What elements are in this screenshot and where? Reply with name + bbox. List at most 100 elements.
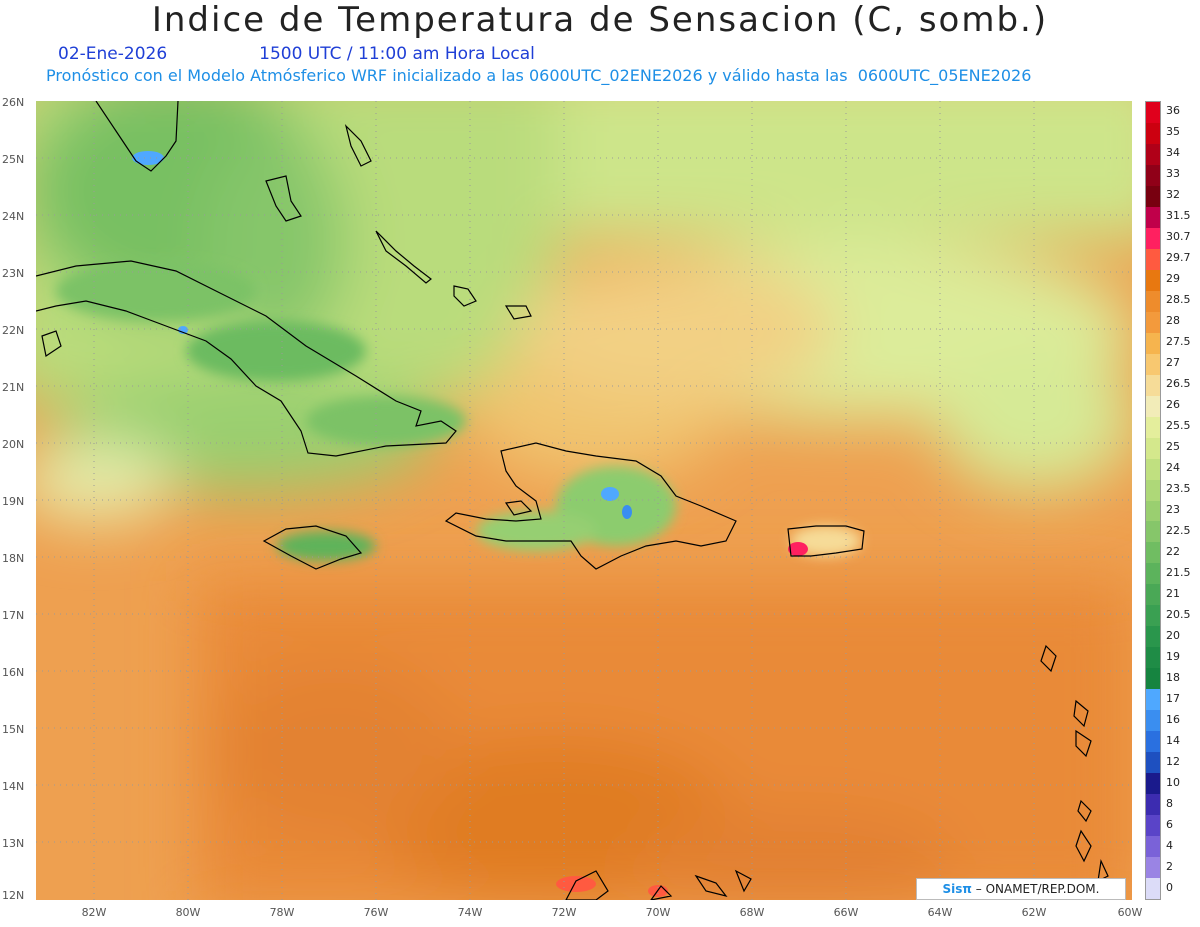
forecast-date-line: 02-Ene-2026 1500 UTC / 11:00 am Hora Loca… — [58, 44, 535, 64]
colorbar-label: 29.7 — [1166, 251, 1191, 265]
colorbar-label: 29 — [1166, 272, 1180, 286]
colorbar-label: 12 — [1166, 754, 1180, 768]
colorbar-segment — [1146, 584, 1160, 606]
coastline-lesser-antilles — [1040, 644, 1109, 883]
colorbar-label: 2 — [1166, 859, 1173, 873]
colorbar-label: 23 — [1166, 502, 1180, 516]
colorbar-segment — [1146, 122, 1160, 145]
colorbar-segment — [1146, 647, 1160, 669]
colorbar-label: 28 — [1166, 314, 1180, 328]
colorbar-label: 20.5 — [1166, 607, 1191, 621]
colorbar-segment — [1146, 395, 1160, 418]
colorbar-label: 36 — [1166, 104, 1180, 118]
lon-tick-68w: 68W — [739, 906, 765, 919]
colorbar-segment — [1146, 542, 1160, 564]
colorbar-label: 14 — [1166, 733, 1180, 747]
colorbar-label: 18 — [1166, 670, 1180, 684]
colorbar-segment — [1146, 689, 1160, 711]
colorbar-segment — [1146, 857, 1160, 879]
lat-tick-20n: 20N — [2, 438, 25, 451]
colorbar-label: 26 — [1166, 398, 1180, 412]
colorbar-segment — [1146, 143, 1160, 166]
colorbar-segment — [1146, 710, 1160, 732]
colorbar-label: 28.5 — [1166, 293, 1191, 307]
lon-tick-78w: 78W — [269, 906, 295, 919]
colorbar-segment — [1146, 458, 1160, 481]
lon-tick-64w: 64W — [927, 906, 953, 919]
coastline-turks — [504, 305, 532, 320]
model-subtitle: Pronóstico con el Modelo Atmósferico WRF… — [46, 66, 1032, 85]
colorbar-segment — [1146, 794, 1160, 816]
lat-tick-13n: 13N — [2, 837, 25, 850]
lat-tick-22n: 22N — [2, 324, 25, 337]
lon-tick-76w: 76W — [363, 906, 389, 919]
forecast-date: 02-Ene-2026 — [58, 44, 168, 64]
coastline-venezuela-north — [565, 869, 752, 900]
colorbar-segment — [1146, 290, 1160, 313]
colorbar-label: 20 — [1166, 628, 1180, 642]
colorbar-segment — [1146, 605, 1160, 627]
lon-tick-62w: 62W — [1021, 906, 1047, 919]
lat-tick-26n: 26N — [2, 96, 25, 109]
lat-tick-23n: 23N — [2, 267, 25, 280]
colorbar-label: 22 — [1166, 544, 1180, 558]
colorbar-label: 25 — [1166, 440, 1180, 454]
lat-tick-19n: 19N — [2, 495, 25, 508]
colorbar-label: 25.5 — [1166, 419, 1191, 433]
colorbar-segment — [1146, 102, 1160, 124]
colorbar-segment — [1146, 479, 1160, 501]
colorbar-segment — [1146, 332, 1160, 355]
coastline-tortuga — [504, 500, 533, 516]
colorbar-segment — [1146, 227, 1160, 250]
colorbar-label: 21.5 — [1166, 565, 1191, 579]
colorbar-label: 32 — [1166, 188, 1180, 202]
colorbar-segment — [1146, 731, 1160, 753]
credit-brand: Sisπ — [942, 882, 972, 896]
colorbar-segment — [1146, 836, 1160, 858]
lat-tick-18n: 18N — [2, 552, 25, 565]
colorbar-label: 17 — [1166, 691, 1180, 705]
colorbar-segment — [1146, 500, 1160, 522]
colorbar-segment — [1146, 185, 1160, 208]
colorbar-label: 27.5 — [1166, 335, 1191, 349]
colorbar-label: 35 — [1166, 125, 1180, 139]
colorbar-label: 26.5 — [1166, 377, 1191, 391]
lat-tick-24n: 24N — [2, 210, 25, 223]
lat-tick-25n: 25N — [2, 153, 25, 166]
credit-box: Sisπ – ONAMET/REP.DOM. — [916, 878, 1126, 900]
colorbar-segment — [1146, 668, 1160, 690]
colorbar-label: 34 — [1166, 146, 1180, 160]
colorbar-segment — [1146, 773, 1160, 795]
colorbar-label: 31.5 — [1166, 209, 1191, 223]
colorbar-segment — [1146, 416, 1160, 439]
colorbar-segment — [1146, 437, 1160, 460]
lat-tick-12n: 12N — [2, 889, 25, 902]
coastline-jamaica — [262, 525, 363, 570]
colorbar-segment — [1146, 815, 1160, 837]
lon-tick-66w: 66W — [833, 906, 859, 919]
colorbar-label: 22.5 — [1166, 523, 1191, 537]
colorbar-segment — [1146, 269, 1160, 292]
lon-tick-82w: 82W — [81, 906, 107, 919]
colorbar-segment — [1146, 311, 1160, 334]
lon-tick-72w: 72W — [551, 906, 577, 919]
lat-tick-14n: 14N — [2, 780, 25, 793]
land-cool-areas — [56, 261, 861, 561]
colorbar-label: 0 — [1166, 880, 1173, 894]
heat-index-map — [36, 101, 1132, 900]
colorbar-label: 24 — [1166, 461, 1180, 475]
colorbar-label: 4 — [1166, 838, 1173, 852]
colorbar-label: 27 — [1166, 356, 1180, 370]
colorbar-segment — [1146, 563, 1160, 585]
lat-tick-15n: 15N — [2, 723, 25, 736]
colorbar-label: 8 — [1166, 796, 1173, 810]
lat-tick-16n: 16N — [2, 666, 25, 679]
colorbar-label: 33 — [1166, 167, 1180, 181]
lon-tick-60w: 60W — [1117, 906, 1143, 919]
colorbar-label: 6 — [1166, 817, 1173, 831]
map-title: Indice de Temperatura de Sensacion (C, s… — [151, 0, 1049, 40]
coastline-florida — [95, 101, 179, 172]
colorbar-segment — [1146, 206, 1160, 229]
colorbar-label: 16 — [1166, 712, 1180, 726]
coastline-hispaniola — [444, 442, 737, 570]
